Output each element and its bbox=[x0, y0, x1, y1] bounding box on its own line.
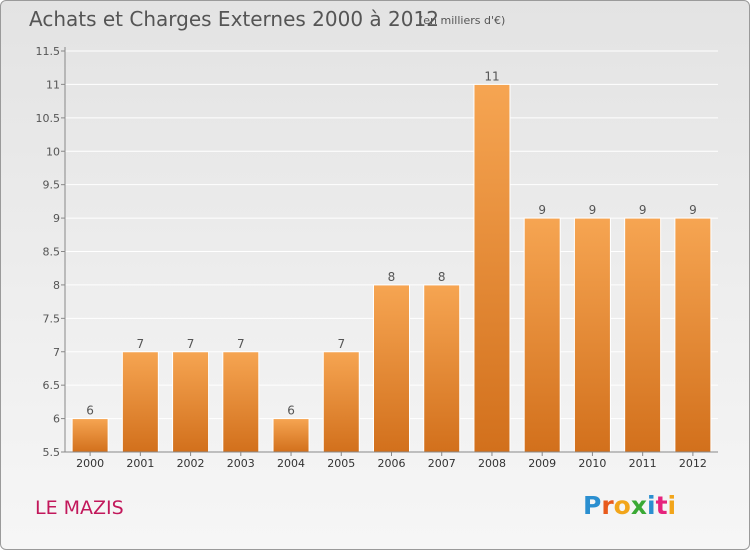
commune-name: LE MAZIS bbox=[35, 497, 124, 519]
y-tick-label: 7 bbox=[53, 346, 60, 359]
data-label: 6 bbox=[86, 404, 94, 418]
y-tick-label: 10.5 bbox=[36, 112, 61, 125]
y-tick-label: 9.5 bbox=[43, 179, 61, 192]
x-tick-label: 2004 bbox=[277, 457, 305, 470]
bar bbox=[674, 217, 712, 453]
chart-title: Achats et Charges Externes 2000 à 2012 bbox=[29, 7, 439, 31]
data-label: 8 bbox=[388, 270, 396, 284]
x-tick-label: 2010 bbox=[578, 457, 606, 470]
data-label: 9 bbox=[639, 203, 647, 217]
x-tick-label: 2009 bbox=[528, 457, 556, 470]
labels: 5.5 6 6.5 7 7.5 8 8.5 9 9.5 10 10.5 11 11.5 2000 6 2001… bbox=[36, 45, 707, 470]
y-tick-label: 5.5 bbox=[43, 446, 61, 459]
y-tick-label: 6.5 bbox=[43, 379, 61, 392]
bar bbox=[172, 351, 210, 453]
y-tick-label: 9 bbox=[53, 212, 60, 225]
data-label: 9 bbox=[689, 203, 697, 217]
y-tick-label: 11 bbox=[46, 78, 60, 91]
x-tick-label: 2007 bbox=[428, 457, 456, 470]
bar bbox=[423, 284, 461, 453]
data-label: 7 bbox=[337, 337, 345, 351]
logo-letter: i bbox=[647, 491, 656, 520]
logo-letter: t bbox=[655, 491, 668, 520]
x-tick-label: 2002 bbox=[177, 457, 205, 470]
x-tick-label: 2011 bbox=[629, 457, 657, 470]
data-label: 7 bbox=[237, 337, 245, 351]
bar bbox=[473, 83, 511, 453]
bar bbox=[624, 217, 662, 453]
y-tick-label: 7.5 bbox=[43, 312, 61, 325]
bar bbox=[523, 217, 561, 453]
y-tick-label: 8 bbox=[53, 279, 60, 292]
logo-letter: o bbox=[613, 491, 631, 520]
bar bbox=[373, 284, 410, 453]
logo-letter: r bbox=[601, 491, 614, 520]
y-tick-label: 8.5 bbox=[43, 246, 61, 259]
x-tick-label: 2000 bbox=[76, 457, 104, 470]
x-tick-label: 2001 bbox=[126, 457, 154, 470]
data-label: 11 bbox=[484, 69, 499, 83]
data-label: 7 bbox=[137, 337, 145, 351]
x-tick-label: 2008 bbox=[478, 457, 506, 470]
chart-subtitle: (en milliers d'€) bbox=[419, 14, 506, 27]
logo-letter: P bbox=[583, 491, 602, 520]
y-tick-label: 11.5 bbox=[36, 45, 61, 58]
data-label: 9 bbox=[538, 203, 546, 217]
axes bbox=[61, 47, 718, 456]
x-tick-label: 2003 bbox=[227, 457, 255, 470]
x-tick-label: 2005 bbox=[327, 457, 355, 470]
bar bbox=[322, 351, 360, 453]
proxiti-logo: Proxiti bbox=[583, 491, 676, 520]
data-label: 8 bbox=[438, 270, 446, 284]
bar bbox=[222, 351, 260, 453]
bar bbox=[121, 351, 159, 453]
bar bbox=[573, 217, 611, 453]
y-tick-label: 6 bbox=[53, 413, 60, 426]
x-tick-label: 2012 bbox=[679, 457, 707, 470]
data-label: 6 bbox=[287, 404, 295, 418]
data-label: 7 bbox=[187, 337, 195, 351]
data-label: 9 bbox=[589, 203, 597, 217]
bar bbox=[272, 418, 310, 453]
y-tick-label: 10 bbox=[46, 145, 60, 158]
logo-letter: x bbox=[630, 491, 647, 520]
bars bbox=[71, 83, 712, 453]
logo-letter: i bbox=[667, 491, 677, 520]
x-tick-label: 2006 bbox=[378, 457, 406, 470]
bar bbox=[71, 418, 109, 453]
